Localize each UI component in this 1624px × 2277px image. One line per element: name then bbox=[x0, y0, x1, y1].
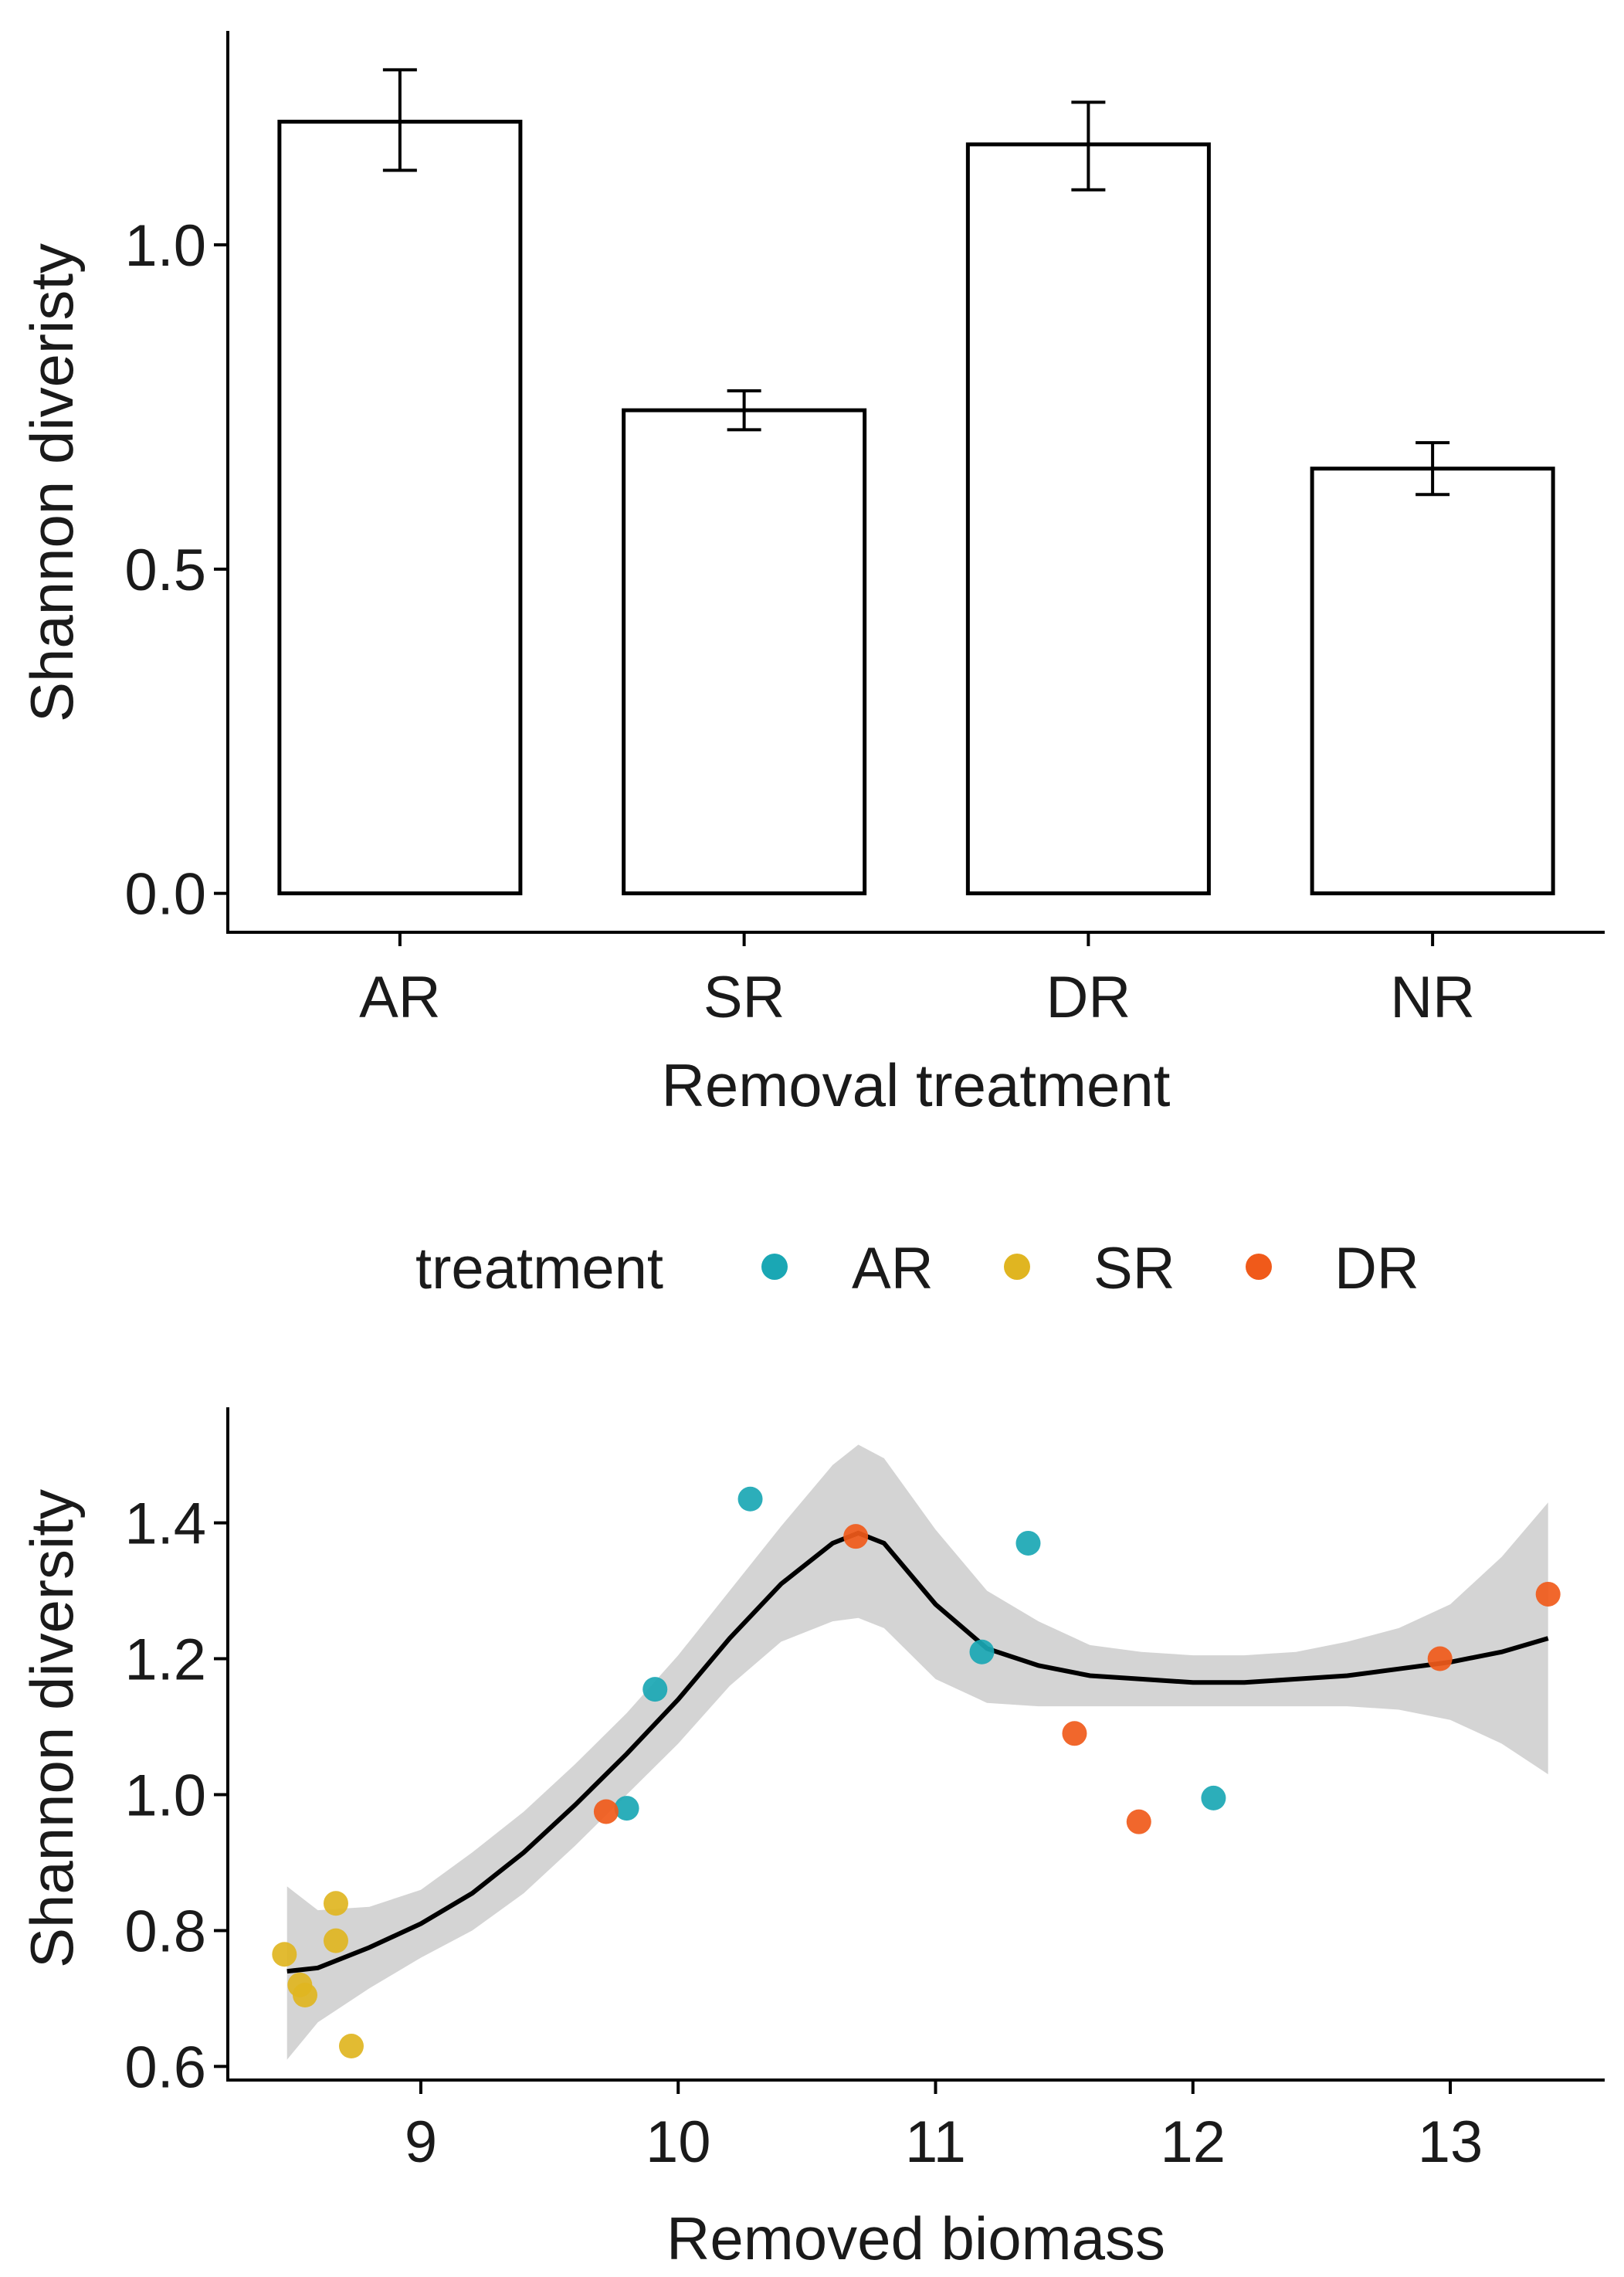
scatter-x-tick-label: 12 bbox=[1160, 2109, 1226, 2175]
data-point-sr bbox=[292, 1983, 317, 2008]
error-bar-ar bbox=[382, 68, 417, 172]
legend-marker-sr bbox=[1004, 1254, 1030, 1280]
bar-y-ticks: 0.0 0.5 1.0 bbox=[124, 213, 228, 928]
bar-nr bbox=[1310, 467, 1555, 896]
bar-x-tick-label-ar: AR bbox=[359, 965, 441, 1030]
smooth-line-layer bbox=[286, 1530, 1549, 1974]
data-point-ar bbox=[1201, 1785, 1226, 1810]
data-point-dr bbox=[1062, 1721, 1087, 1746]
error-bar-sr bbox=[727, 389, 761, 432]
data-point-sr bbox=[338, 2034, 364, 2059]
confidence-band bbox=[286, 1444, 1548, 2060]
scatter-x-tick-label: 9 bbox=[405, 2109, 437, 2175]
bar-x-tick-label-dr: DR bbox=[1046, 965, 1131, 1030]
scatter-chart-panel: 0.6 0.8 1.0 1.2 1.4 9 10 11 12 13 Removed biomas… bbox=[18, 1407, 1605, 2272]
scatter-x-axis-title: Removed biomass bbox=[666, 2204, 1165, 2272]
error-bar-layer bbox=[382, 68, 1450, 497]
scatter-x-tick-label: 10 bbox=[646, 2109, 711, 2175]
legend-title: treatment bbox=[415, 1236, 663, 1301]
bar-dr bbox=[965, 142, 1211, 896]
bar-y-tick-label: 0.0 bbox=[124, 862, 206, 928]
legend-label-ar: AR bbox=[852, 1236, 934, 1301]
bar-chart-panel: 0.0 0.5 1.0 AR SR DR NR Removal treatment Sha… bbox=[18, 31, 1605, 1119]
scatter-point-layer bbox=[272, 1486, 1561, 2059]
data-point-sr bbox=[323, 1891, 348, 1916]
scatter-y-tick-label: 1.4 bbox=[124, 1491, 206, 1557]
bar-x-tick-label-nr: NR bbox=[1390, 965, 1475, 1030]
data-point-sr bbox=[272, 1942, 297, 1967]
bar-x-ticks: AR SR DR NR bbox=[359, 932, 1475, 1030]
smooth-fit-line bbox=[286, 1530, 1549, 1974]
scatter-y-axis-title: Shannon diversity bbox=[18, 1489, 86, 1968]
error-bar-dr bbox=[1071, 100, 1106, 192]
data-point-dr bbox=[1535, 1581, 1561, 1607]
scatter-x-ticks: 9 10 11 12 13 bbox=[405, 2080, 1483, 2175]
data-point-ar bbox=[614, 1796, 639, 1821]
bar-y-tick-label: 0.5 bbox=[124, 538, 206, 603]
bar-layer bbox=[277, 120, 1555, 896]
scatter-y-tick-label: 1.2 bbox=[124, 1627, 206, 1693]
data-point-ar bbox=[1015, 1530, 1041, 1556]
bar-sr bbox=[622, 408, 867, 896]
data-point-sr bbox=[323, 1928, 348, 1953]
bar-y-tick-label: 1.0 bbox=[124, 213, 206, 279]
scatter-x-tick-label: 11 bbox=[905, 2109, 966, 2175]
legend: treatment AR SR DR bbox=[415, 1236, 1419, 1301]
data-point-ar bbox=[642, 1677, 668, 1702]
data-point-dr bbox=[1126, 1809, 1151, 1834]
scatter-y-ticks: 0.6 0.8 1.0 1.2 1.4 bbox=[124, 1491, 228, 2100]
scatter-y-tick-label: 0.6 bbox=[124, 2034, 206, 2100]
error-bar-nr bbox=[1415, 441, 1450, 497]
bar-x-tick-label-sr: SR bbox=[704, 965, 785, 1030]
scatter-y-tick-label: 0.8 bbox=[124, 1899, 206, 1964]
legend-label-sr: SR bbox=[1093, 1236, 1175, 1301]
data-point-dr bbox=[593, 1799, 619, 1824]
scatter-x-tick-label: 13 bbox=[1418, 2109, 1483, 2175]
confidence-band-layer bbox=[286, 1444, 1548, 2060]
bar-x-axis-title: Removal treatment bbox=[662, 1051, 1171, 1119]
data-point-dr bbox=[843, 1524, 869, 1549]
bar-y-axis-title: Shannon diveristy bbox=[18, 243, 86, 722]
legend-marker-dr bbox=[1246, 1254, 1272, 1280]
legend-label-dr: DR bbox=[1334, 1236, 1419, 1301]
data-point-ar bbox=[737, 1486, 763, 1512]
bar-ar bbox=[277, 120, 523, 896]
data-point-dr bbox=[1427, 1646, 1453, 1671]
scatter-y-tick-label: 1.0 bbox=[124, 1763, 206, 1828]
data-point-ar bbox=[969, 1639, 995, 1664]
legend-marker-ar bbox=[761, 1254, 788, 1280]
